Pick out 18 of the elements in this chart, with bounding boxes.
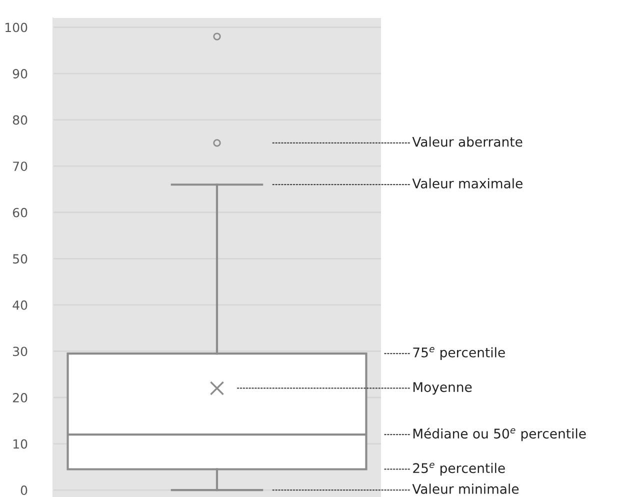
y-tick-label: 80 [12,115,28,125]
text: Moyenne [413,382,472,395]
y-tick-label: 70 [13,162,28,172]
text: 25$^{e}$ percentile [413,462,505,476]
y-tick-label: 100 [6,22,28,32]
y-tick-label: 30 [13,346,28,356]
text: Valeur minimale [412,484,519,494]
y-tick-label: 60 [12,208,28,218]
y-tick-label: 90 [12,69,28,78]
text: 75$^{e}$ percentile [413,347,505,360]
y-tick-label: 50 [13,254,28,264]
y-tick-label: 20 [13,392,28,402]
y-tick-label: 0 [20,486,28,495]
text: Médiane ou 50$^{e}$ percentile [413,428,586,442]
text: Valeur maximale [412,178,522,188]
text: Valeur aberrante [412,136,522,147]
y-tick-label: 40 [12,300,28,310]
y-tick-label: 10 [13,439,28,449]
